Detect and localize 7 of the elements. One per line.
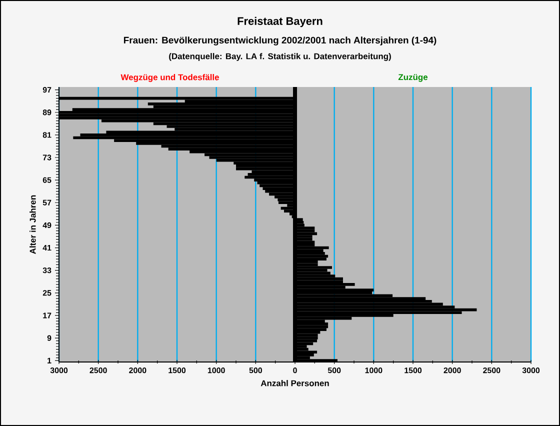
- chart-subtitle: Frauen: Bevölkerungsentwicklung 2002/2001 nach Altersjahren (1-94): [124, 36, 436, 46]
- y-axis-title: Alter in Jahren: [30, 195, 36, 254]
- text: Wegzüge und Todesfälle: [120, 74, 219, 82]
- chart-title: Freistaat Bayern: [238, 16, 322, 28]
- x-axis-title: Anzahl Personen: [260, 380, 329, 386]
- text: (Datenquelle: Bay. LA f. Statistik u. Datenverarbeitung): [169, 53, 391, 61]
- text: Zuzüge: [398, 74, 428, 82]
